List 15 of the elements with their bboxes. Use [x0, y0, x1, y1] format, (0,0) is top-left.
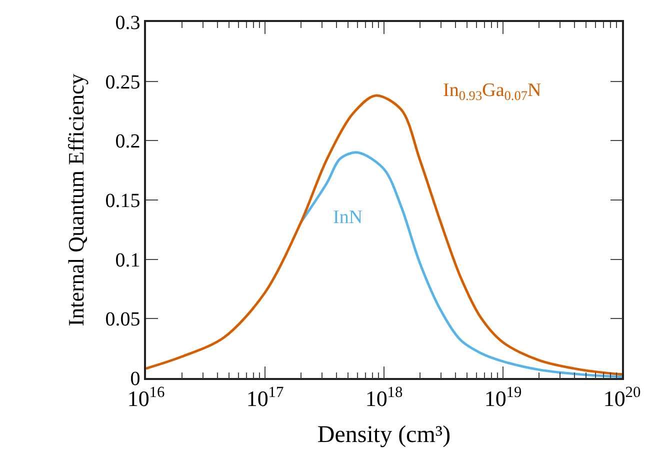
x-tick-label: 10$^{19}$: [484, 384, 522, 412]
y-axis-title: Internal Quantum Efficiency: [64, 74, 89, 326]
x-tick-label: 10$^{18}$: [365, 384, 403, 412]
y-tick-label: 0.05: [105, 308, 140, 331]
series-label: InN: [333, 207, 363, 228]
y-tick-label: 0.3: [115, 12, 140, 34]
y-tick-label: 0.2: [115, 130, 140, 153]
x-tick-label: 10$^{17}$: [246, 384, 284, 412]
text: In$_{0.93}$Ga$_{0.07}$N: [443, 80, 542, 103]
x-axis-title: Density (cm³): [317, 422, 451, 448]
y-tick-label: 0.25: [105, 71, 140, 94]
y-tick-label: 0.1: [115, 249, 140, 272]
y-tick-label: 0.15: [105, 190, 140, 212]
x-tick-label: 10$^{20}$: [603, 384, 641, 412]
y-tick-label: 0: [130, 368, 140, 390]
